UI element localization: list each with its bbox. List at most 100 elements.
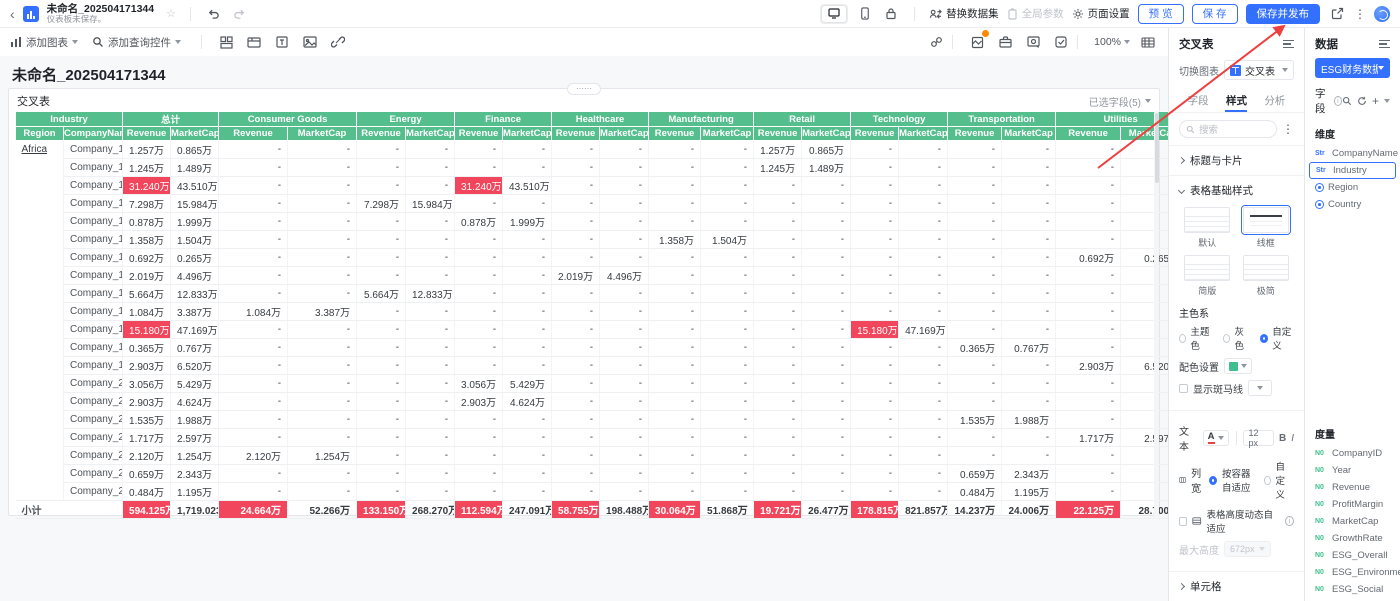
empty-cell[interactable]: - bbox=[502, 284, 553, 303]
header-industry-group[interactable]: Energy bbox=[356, 111, 456, 127]
desktop-view-icon[interactable] bbox=[822, 5, 847, 22]
empty-cell[interactable]: - bbox=[1055, 410, 1122, 429]
empty-cell[interactable]: - bbox=[1055, 374, 1122, 393]
marketcap-cell[interactable]: 6.520万 bbox=[170, 356, 220, 375]
card-drag-handle[interactable]: ⋯⋯ bbox=[567, 83, 601, 95]
empty-cell[interactable]: - bbox=[648, 302, 702, 321]
section-table-base-header[interactable]: 表格基础样式 bbox=[1169, 176, 1304, 205]
empty-cell[interactable]: - bbox=[700, 410, 755, 429]
empty-cell[interactable]: - bbox=[551, 374, 601, 393]
revenue-cell[interactable]: 1.535万 bbox=[122, 410, 172, 429]
empty-cell[interactable]: - bbox=[850, 410, 900, 429]
empty-cell[interactable]: - bbox=[1001, 212, 1057, 231]
empty-cell[interactable]: - bbox=[801, 482, 852, 501]
empty-cell[interactable]: - bbox=[218, 284, 289, 303]
header-industry[interactable]: Industry bbox=[14, 111, 124, 127]
empty-cell[interactable]: - bbox=[551, 140, 601, 159]
radio-custom-color[interactable] bbox=[1259, 333, 1269, 343]
empty-cell[interactable]: - bbox=[454, 248, 504, 267]
empty-cell[interactable]: - bbox=[218, 356, 289, 375]
empty-cell[interactable]: - bbox=[287, 230, 358, 249]
empty-cell[interactable]: - bbox=[405, 266, 456, 285]
company-cell[interactable]: Company_149 bbox=[63, 320, 124, 339]
subtotal-revenue-cell[interactable]: 24.664万 bbox=[218, 500, 289, 519]
empty-cell[interactable]: - bbox=[700, 284, 755, 303]
empty-cell[interactable]: - bbox=[454, 338, 504, 357]
empty-cell[interactable]: - bbox=[599, 302, 650, 321]
marketcap-cell[interactable]: 0.265万 bbox=[170, 248, 220, 267]
empty-cell[interactable]: - bbox=[648, 410, 702, 429]
empty-cell[interactable]: - bbox=[801, 338, 852, 357]
measure-item-growthrate[interactable]: N0 GrowthRate bbox=[1305, 530, 1400, 547]
empty-cell[interactable]: - bbox=[850, 284, 900, 303]
revenue-cell[interactable]: 1.717万 bbox=[1055, 428, 1122, 447]
marketcap-cell[interactable]: 1.195万 bbox=[1001, 482, 1057, 501]
empty-cell[interactable]: - bbox=[502, 194, 553, 213]
empty-cell[interactable]: - bbox=[599, 392, 650, 411]
region-cell[interactable]: Africa bbox=[15, 140, 64, 501]
empty-cell[interactable]: - bbox=[287, 374, 358, 393]
empty-cell[interactable]: - bbox=[287, 338, 358, 357]
empty-cell[interactable]: - bbox=[947, 392, 1003, 411]
header-metric[interactable]: Revenue bbox=[218, 126, 289, 141]
empty-cell[interactable]: - bbox=[753, 302, 803, 321]
marketcap-cell[interactable]: 1.999万 bbox=[170, 212, 220, 231]
empty-cell[interactable]: - bbox=[405, 464, 456, 483]
subtotal-marketcap-cell[interactable]: 51.868万 bbox=[700, 500, 755, 519]
italic-button[interactable]: I bbox=[1291, 432, 1294, 444]
empty-cell[interactable]: - bbox=[356, 176, 407, 195]
empty-cell[interactable]: - bbox=[648, 266, 702, 285]
collapse-panel-icon[interactable] bbox=[1379, 39, 1390, 49]
zebra-checkbox[interactable] bbox=[1179, 383, 1188, 393]
marketcap-cell[interactable]: 1.254万 bbox=[170, 446, 220, 465]
empty-cell[interactable]: - bbox=[700, 464, 755, 483]
empty-cell[interactable]: - bbox=[405, 392, 456, 411]
empty-cell[interactable]: - bbox=[454, 320, 504, 339]
empty-cell[interactable]: - bbox=[287, 248, 358, 267]
empty-cell[interactable]: - bbox=[599, 374, 650, 393]
save-button[interactable]: 保 存 bbox=[1191, 3, 1238, 24]
empty-cell[interactable]: - bbox=[551, 482, 601, 501]
empty-cell[interactable]: - bbox=[551, 230, 601, 249]
empty-cell[interactable]: - bbox=[599, 446, 650, 465]
header-industry-group[interactable]: Healthcare bbox=[551, 111, 650, 127]
empty-cell[interactable]: - bbox=[1055, 194, 1122, 213]
empty-cell[interactable]: - bbox=[801, 374, 852, 393]
empty-cell[interactable]: - bbox=[502, 266, 553, 285]
radio-gray-color[interactable] bbox=[1223, 333, 1231, 343]
link-component-icon[interactable] bbox=[328, 32, 348, 52]
favorite-star-icon[interactable]: ☆ bbox=[166, 8, 176, 20]
marketcap-cell[interactable]: 1.988万 bbox=[1001, 410, 1057, 429]
header-metric[interactable]: MarketCap bbox=[287, 126, 358, 141]
text-component-icon[interactable] bbox=[272, 32, 292, 52]
empty-cell[interactable]: - bbox=[551, 284, 601, 303]
empty-cell[interactable]: - bbox=[898, 338, 949, 357]
more-menu-icon[interactable]: ⋮ bbox=[1354, 6, 1366, 21]
empty-cell[interactable]: - bbox=[599, 212, 650, 231]
marketcap-cell[interactable]: 43.510万 bbox=[502, 176, 553, 195]
collapse-panel-icon[interactable] bbox=[1283, 39, 1294, 49]
empty-cell[interactable]: - bbox=[898, 356, 949, 375]
empty-cell[interactable]: - bbox=[287, 158, 358, 177]
empty-cell[interactable]: - bbox=[1055, 284, 1122, 303]
empty-cell[interactable]: - bbox=[850, 158, 900, 177]
empty-cell[interactable]: - bbox=[454, 302, 504, 321]
marketcap-cell[interactable]: 47.169万 bbox=[170, 320, 220, 339]
empty-cell[interactable]: - bbox=[287, 392, 358, 411]
empty-cell[interactable]: - bbox=[356, 212, 407, 231]
subtotal-marketcap-cell[interactable]: 26.477万 bbox=[801, 500, 852, 519]
company-cell[interactable]: Company_287 bbox=[63, 482, 124, 501]
header-metric[interactable]: Revenue bbox=[454, 126, 504, 141]
empty-cell[interactable]: - bbox=[801, 446, 852, 465]
empty-cell[interactable]: - bbox=[218, 374, 289, 393]
empty-cell[interactable]: - bbox=[648, 392, 702, 411]
empty-cell[interactable]: - bbox=[405, 176, 456, 195]
empty-cell[interactable]: - bbox=[356, 320, 407, 339]
search-more-icon[interactable]: ⋮ bbox=[1282, 122, 1294, 136]
empty-cell[interactable]: - bbox=[454, 482, 504, 501]
empty-cell[interactable]: - bbox=[898, 446, 949, 465]
subtotal-revenue-cell[interactable]: 594.125万 bbox=[122, 500, 172, 519]
empty-cell[interactable]: - bbox=[551, 158, 601, 177]
company-cell[interactable]: Company_102 bbox=[63, 140, 124, 159]
marketcap-cell[interactable]: 4.496万 bbox=[170, 266, 220, 285]
